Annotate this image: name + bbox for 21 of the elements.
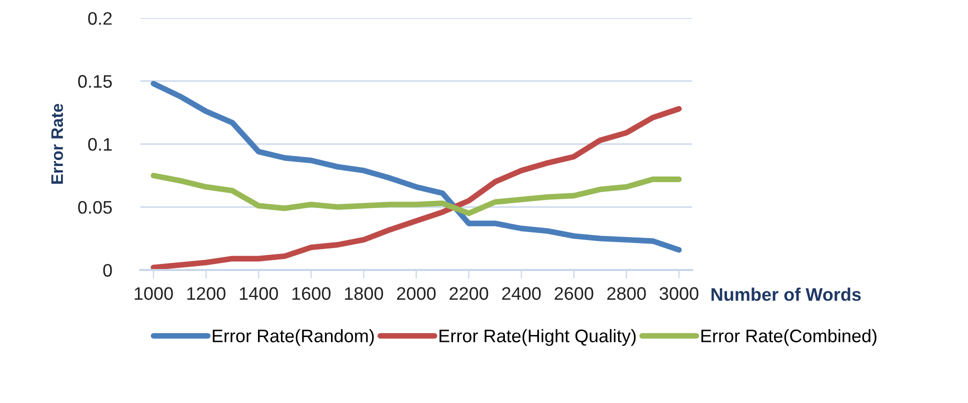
x-tick-label: 2600 [554, 287, 594, 300]
x-tick-label: 1400 [240, 287, 278, 300]
x-tick-label: 2800 [607, 287, 646, 300]
x-tick-label: 2000 [397, 287, 436, 300]
x-tick-label: 1800 [344, 287, 384, 300]
x-tick-label: 2400 [502, 287, 541, 300]
y-tick-label: 0.05 [78, 200, 112, 214]
legend-label: Error Rate(Combined) [701, 329, 876, 346]
y-tick-label: 0.1 [88, 138, 112, 151]
y-tick-label: 0 [103, 264, 112, 277]
y-tick-label: 0.2 [88, 12, 112, 25]
legend-label: Error Rate(Hight Quality) [440, 329, 636, 346]
x-tick-label: 1200 [187, 287, 226, 300]
legend-label: Error Rate(Random) [212, 329, 374, 346]
x-tick-label: 3000 [660, 287, 698, 300]
x-tick-label: 1600 [292, 287, 331, 300]
x-tick-label: 2200 [450, 287, 488, 300]
x-tick-label: 1000 [134, 287, 173, 300]
y-axis-title: Error Rate [51, 104, 64, 184]
x-axis-title: Number of Words [712, 288, 861, 301]
y-tick-label: 0.15 [78, 75, 112, 88]
